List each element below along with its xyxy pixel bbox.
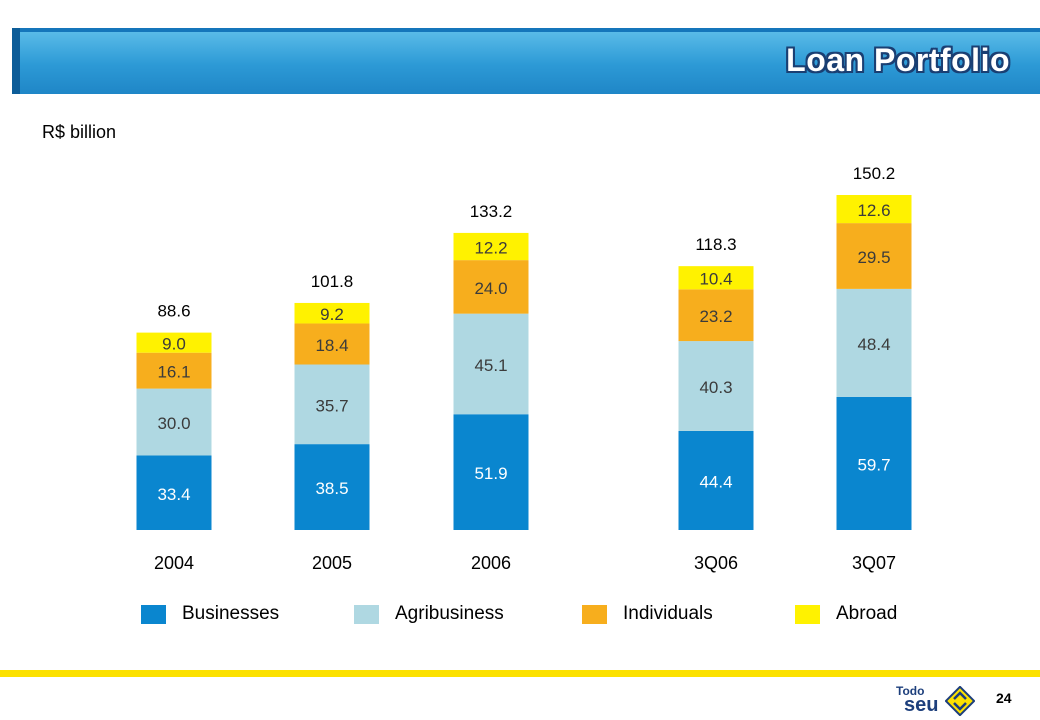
unit-label: R$ billion	[42, 122, 117, 142]
legend-label-individuals: Individuals	[623, 603, 713, 624]
value-label-agribusiness-2004: 30.0	[157, 414, 190, 433]
value-label-abroad-2006: 12.2	[474, 239, 507, 258]
total-label-3q07: 150.2	[853, 164, 896, 183]
bar-abroad-2006	[453, 232, 529, 261]
bar-agribusiness-2005	[294, 364, 370, 445]
bar-businesses-3q07	[836, 396, 912, 530]
category-label-3q07: 3Q07	[852, 553, 896, 573]
value-label-agribusiness-3q07: 48.4	[857, 335, 890, 354]
total-label-3q06: 118.3	[695, 235, 736, 254]
bar-businesses-2006	[453, 414, 529, 530]
bar-individuals-3q07	[836, 223, 912, 289]
page-title: Loan Portfolio	[786, 42, 1010, 78]
total-label-2005: 101.8	[311, 272, 354, 291]
legend-swatch-agribusiness	[354, 604, 379, 624]
value-label-abroad-3q06: 10.4	[699, 270, 732, 289]
bar-abroad-2005	[294, 302, 370, 324]
category-label-2005: 2005	[312, 553, 352, 573]
bank-logo-icon	[945, 686, 975, 716]
legend-label-agribusiness: Agribusiness	[395, 603, 504, 624]
category-label-2004: 2004	[154, 553, 194, 573]
bar-agribusiness-3q06	[678, 341, 754, 431]
bar-individuals-2005	[294, 323, 370, 365]
value-label-individuals-2006: 24.0	[474, 279, 507, 298]
value-label-abroad-2004: 9.0	[162, 335, 186, 354]
page-number: 24	[996, 690, 1012, 706]
legend-label-abroad: Abroad	[836, 603, 898, 624]
logo-word-seu: seu	[904, 694, 939, 716]
legend-item-agribusiness: Agribusiness	[354, 600, 504, 628]
title-banner: Loan Portfolio	[12, 28, 1040, 94]
value-label-agribusiness-2005: 35.7	[315, 396, 348, 415]
chart-legend: Businesses Agribusiness Individuals Abro…	[0, 600, 1040, 630]
total-label-2006: 133.2	[470, 202, 513, 221]
value-label-businesses-3q07: 59.7	[857, 455, 890, 474]
logo-word-todo: Todo	[896, 684, 925, 698]
bank-logo: Todo seu	[890, 684, 980, 718]
bar-individuals-2004	[136, 352, 212, 389]
legend-swatch-abroad	[795, 604, 820, 624]
footer-rule	[0, 670, 1040, 677]
bar-abroad-3q07	[836, 195, 912, 224]
value-label-businesses-2005: 38.5	[315, 479, 348, 498]
legend-swatch-businesses	[141, 604, 166, 624]
stacked-bar-chart: 33.4 30.0 16.1 9.0 88.6 2004 38.5 35.7 18.4 9.2 10…	[136, 164, 912, 573]
category-label-3q06: 3Q06	[694, 553, 738, 573]
value-label-individuals-3q06: 23.2	[699, 307, 732, 326]
banner-left-edge	[12, 28, 20, 94]
bar-businesses-3q06	[678, 430, 754, 530]
value-label-businesses-3q06: 44.4	[699, 472, 732, 491]
bar-agribusiness-2004	[136, 388, 212, 456]
value-label-businesses-2004: 33.4	[157, 485, 190, 504]
bar-individuals-2006	[453, 260, 529, 314]
value-label-individuals-2004: 16.1	[157, 363, 190, 382]
bar-businesses-2004	[136, 455, 212, 530]
bar-abroad-2004	[136, 332, 212, 353]
value-label-agribusiness-2006: 45.1	[474, 356, 507, 375]
value-label-individuals-2005: 18.4	[315, 336, 348, 355]
bar-individuals-3q06	[678, 289, 754, 342]
legend-item-individuals: Individuals	[582, 600, 713, 628]
legend-label-businesses: Businesses	[182, 603, 280, 624]
legend-item-businesses: Businesses	[141, 600, 279, 628]
bar-businesses-2005	[294, 444, 370, 530]
total-label-2004: 88.6	[157, 302, 190, 321]
legend-swatch-individuals	[582, 604, 607, 624]
bar-agribusiness-3q07	[836, 288, 912, 397]
bar-agribusiness-2006	[453, 313, 529, 415]
value-label-abroad-2005: 9.2	[320, 305, 344, 324]
value-label-agribusiness-3q06: 40.3	[699, 378, 732, 397]
banner-top-stripe	[12, 28, 1040, 32]
value-label-individuals-3q07: 29.5	[857, 248, 890, 267]
category-label-2006: 2006	[471, 553, 511, 573]
value-label-abroad-3q07: 12.6	[857, 201, 890, 220]
bar-abroad-3q06	[678, 266, 754, 290]
value-label-businesses-2006: 51.9	[474, 464, 507, 483]
legend-item-abroad: Abroad	[795, 600, 897, 628]
